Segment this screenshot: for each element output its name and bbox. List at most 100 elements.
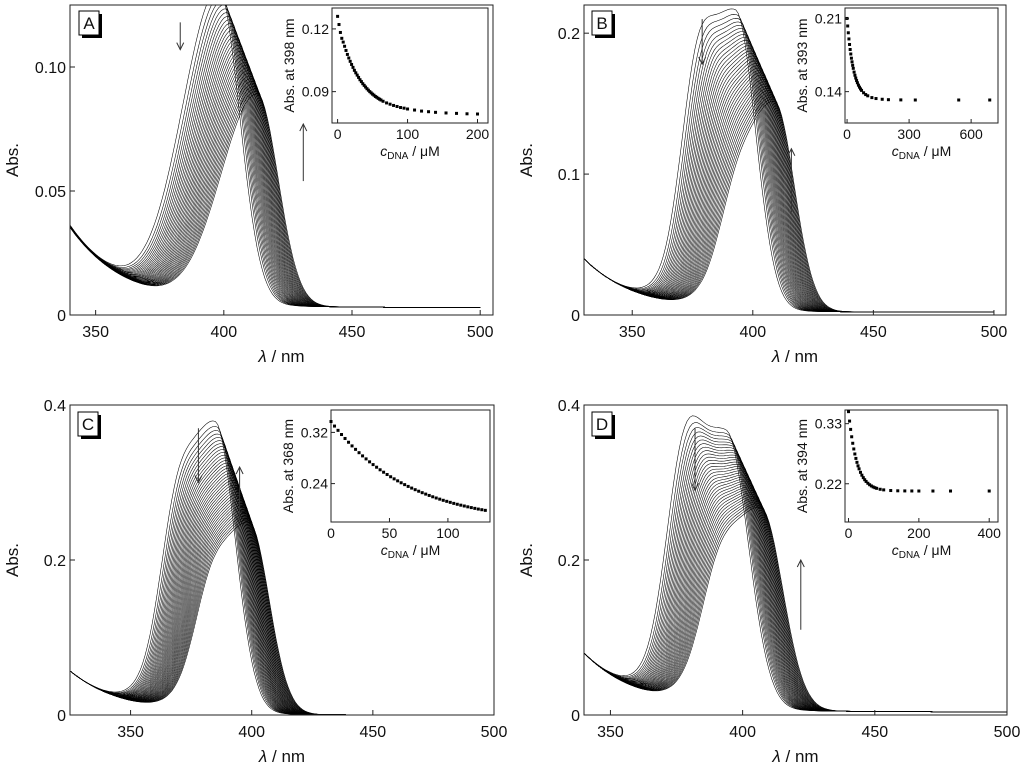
x-tick-label: 450: [861, 724, 888, 741]
inset-data-point: [851, 66, 855, 70]
inset-data-point: [427, 493, 431, 497]
inset-data-point: [361, 82, 365, 86]
inset-x-tick-label: 100: [396, 126, 420, 142]
inset-data-point: [469, 506, 473, 510]
x-axis-unit: / nm: [781, 747, 819, 766]
y-axis-label: Abs.: [3, 143, 22, 177]
inset-data-point: [358, 78, 362, 82]
inset-data-point: [403, 483, 407, 487]
inset-data-point: [424, 492, 428, 496]
panel-label-box: [591, 10, 613, 36]
inset-x-tick-label: 200: [907, 525, 931, 541]
inset-data-point: [847, 37, 851, 41]
inset-x-axis-unit: / μM: [920, 542, 951, 558]
inset-data-point: [855, 460, 859, 464]
inset-data-point: [378, 468, 382, 472]
inset-x-axis-subscript: DNA: [899, 550, 920, 561]
inset-y-axis-label: Abs. at 393 nm: [794, 18, 810, 112]
inset-x-tick-label: 0: [845, 525, 853, 541]
inset-data-point: [864, 479, 868, 483]
inset-data-point: [863, 478, 867, 482]
y-tick-label: 0.4: [44, 398, 66, 415]
x-tick-label: 450: [860, 324, 887, 341]
inset-data-point: [851, 441, 855, 445]
inset-data-point: [903, 489, 907, 493]
inset-data-point: [899, 98, 903, 102]
panel-label: D: [596, 415, 608, 434]
inset-data-point: [392, 477, 396, 481]
inset-data-point: [473, 506, 477, 510]
inset-y-tick-label: 0.09: [302, 84, 329, 100]
inset-y-tick-label: 0.21: [815, 10, 842, 26]
inset-frame: [331, 7, 489, 124]
inset-x-axis-subscript: DNA: [388, 550, 409, 561]
inset-data-point: [858, 470, 862, 474]
inset-data-point: [340, 36, 344, 40]
spectrum-line-36: [584, 506, 1007, 713]
plot-frame: [69, 4, 494, 316]
inset-data-point: [462, 504, 466, 508]
inset-data-point: [402, 106, 406, 110]
inset-data-point: [434, 110, 438, 114]
inset-x-tick-label: 0: [327, 525, 335, 541]
inset-data-point: [410, 486, 414, 490]
x-axis-label: λ / nm: [258, 747, 305, 766]
arrow-head-icon: [698, 56, 707, 66]
inset-data-point: [848, 42, 852, 46]
inset-data-point: [336, 14, 340, 18]
inset-data-point: [348, 59, 352, 63]
inset-x-axis-label: cDNA / μM: [892, 143, 952, 162]
inset-data-point: [354, 447, 358, 451]
inset-data-point: [340, 433, 344, 437]
inset-data-point: [392, 103, 396, 107]
inset-data-point: [364, 457, 368, 461]
inset-data-point: [850, 60, 854, 64]
arrow-head-icon: [235, 465, 244, 475]
inset-data-point: [480, 508, 484, 512]
inset-data-point: [869, 484, 873, 488]
inset-data-point: [359, 80, 363, 84]
panel-label-box: [78, 10, 100, 36]
inset-data-point: [417, 489, 421, 493]
spectrum-line-36: [584, 100, 994, 313]
inset-x-tick-label: 600: [959, 126, 983, 142]
inset-data-point: [420, 109, 424, 113]
inset-x-tick-label: 100: [436, 525, 460, 541]
inset-data-point: [362, 83, 366, 87]
inset-data-point: [889, 489, 893, 493]
inset-data-point: [855, 79, 859, 83]
spectra-series: [584, 415, 1007, 713]
inset-y-tick-label: 0.33: [815, 416, 842, 432]
inset-data-point: [866, 94, 870, 98]
plot-frame: [583, 4, 1007, 316]
inset-data-point: [866, 481, 870, 485]
inset-data-point: [445, 499, 449, 503]
inset-data-point: [455, 502, 459, 506]
inset-plot: 0 100 200 0.09 0.12 Abs. at 398 nm cDNA / μM: [281, 7, 489, 162]
y-tick-label: 0: [571, 708, 580, 725]
inset-x-axis-unit: / μM: [409, 542, 440, 558]
y-tick-label: 0.2: [44, 553, 66, 570]
y-axis-label: Abs.: [517, 143, 536, 177]
inset-data-point: [860, 88, 864, 92]
inset-data-point: [476, 507, 480, 511]
x-axis-symbol: λ: [771, 347, 780, 366]
spectra-series: [584, 8, 994, 313]
x-axis-symbol: λ: [258, 747, 267, 766]
inset-data-point: [874, 97, 878, 101]
inset-data-point: [351, 65, 355, 69]
inset-data-point: [434, 496, 438, 500]
inset-data-point: [846, 24, 850, 28]
inset-data-point: [427, 110, 431, 114]
inset-y-tick-label: 0.32: [301, 424, 328, 440]
arrow-head-icon: [194, 475, 203, 484]
inset-data-point: [444, 111, 448, 115]
inset-data-point: [343, 436, 347, 440]
x-axis-label: λ / nm: [771, 747, 818, 766]
inset-data-point: [375, 465, 379, 469]
x-tick-label: 400: [238, 724, 265, 741]
inset-y-tick-label: 0.22: [815, 476, 842, 492]
inset-x-axis-label: cDNA / μM: [380, 143, 440, 162]
inset-data-point: [355, 73, 359, 77]
